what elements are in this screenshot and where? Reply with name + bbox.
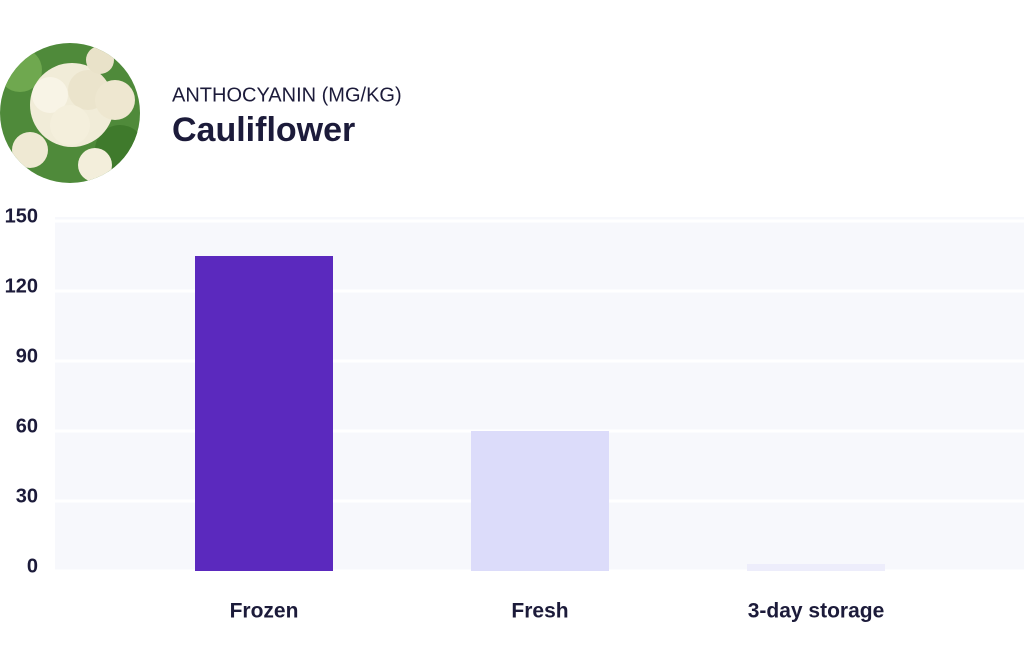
y-tick-label: 60 bbox=[16, 415, 38, 437]
y-tick-label: 150 bbox=[5, 205, 38, 227]
y-tick-label: 0 bbox=[27, 555, 38, 577]
cauliflower-image bbox=[0, 43, 140, 183]
y-tick-label: 90 bbox=[16, 345, 38, 367]
chart-subtitle: ANTHOCYANIN (MG/KG) bbox=[172, 84, 402, 106]
bar bbox=[195, 256, 333, 571]
x-tick-label: Frozen bbox=[230, 600, 299, 623]
x-tick-label: 3-day storage bbox=[748, 600, 885, 623]
y-tick-label: 120 bbox=[5, 275, 38, 297]
bar bbox=[747, 564, 885, 571]
x-tick-label: Fresh bbox=[511, 600, 568, 623]
chart-title: Cauliflower bbox=[172, 111, 355, 149]
bar bbox=[471, 431, 609, 571]
y-tick-label: 30 bbox=[16, 485, 38, 507]
